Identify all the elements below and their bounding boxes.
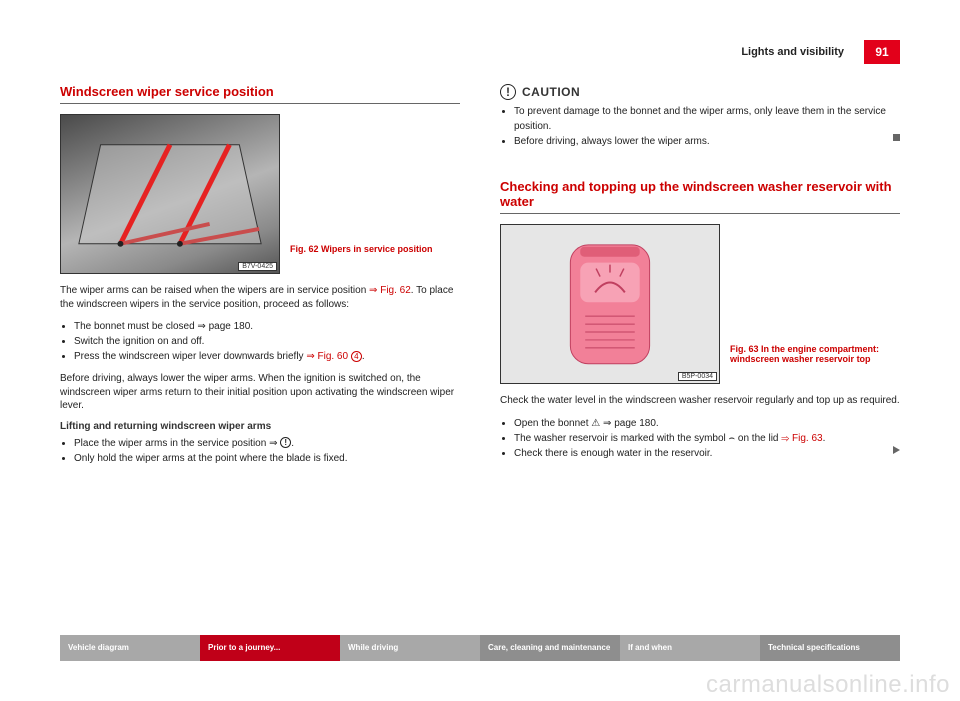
nav-tab-care-cleaning[interactable]: Care, cleaning and maintenance xyxy=(480,635,620,661)
caution-heading: ! CAUTION xyxy=(500,84,900,100)
step-bonnet-closed: The bonnet must be closed ⇒ page 180. xyxy=(74,319,460,334)
figure-63-tag: B5P-0034 xyxy=(678,372,717,381)
figure-62-tag: B7V-0425 xyxy=(238,262,277,271)
step-press-lever: Press the windscreen wiper lever downwar… xyxy=(74,349,460,364)
caution-item-2: Before driving, always lower the wiper a… xyxy=(514,134,900,149)
caution-list: To prevent damage to the bonnet and the … xyxy=(500,104,900,149)
step-ignition: Switch the ignition on and off. xyxy=(74,334,460,349)
step-open-bonnet: Open the bonnet ⚠ ⇒ page 180. xyxy=(514,416,900,431)
figure-62-row: B7V-0425 Fig. 62 Wipers in service posit… xyxy=(60,114,460,274)
manual-page: Lights and visibility 91 Windscreen wipe… xyxy=(0,0,960,701)
section-rule xyxy=(60,103,460,104)
content-columns: Windscreen wiper service position xyxy=(60,84,900,474)
nav-tab-while-driving[interactable]: While driving xyxy=(340,635,480,661)
lift-return-item-2: Only hold the wiper arms at the point wh… xyxy=(74,451,460,466)
chapter-title: Lights and visibility xyxy=(741,40,864,64)
spacer xyxy=(500,157,900,179)
wiper-steps-list: The bonnet must be closed ⇒ page 180. Sw… xyxy=(60,319,460,364)
figure-63-row: B5P-0034 Fig. 63 In the engine compartme… xyxy=(500,224,900,384)
lift-return-list: Place the wiper arms in the service posi… xyxy=(60,436,460,466)
right-column: ! CAUTION To prevent damage to the bonne… xyxy=(500,84,900,474)
wiper-service-intro: The wiper arms can be raised when the wi… xyxy=(60,284,460,311)
section-title-washer-reservoir: Checking and topping up the windscreen w… xyxy=(500,179,900,209)
figure-62-image: B7V-0425 xyxy=(60,114,280,274)
step-check-water: Check there is enough water in the reser… xyxy=(514,446,900,461)
subheading-lift-return: Lifting and returning windscreen wiper a… xyxy=(60,421,460,432)
section-rule xyxy=(500,213,900,214)
nav-tab-vehicle-diagram[interactable]: Vehicle diagram xyxy=(60,635,200,661)
wiper-diagram xyxy=(61,115,279,274)
reservoir-steps: Open the bonnet ⚠ ⇒ page 180. The washer… xyxy=(500,416,900,461)
footer-nav: Vehicle diagram Prior to a journey... Wh… xyxy=(60,635,900,661)
figure-63-image: B5P-0034 xyxy=(500,224,720,384)
page-number: 91 xyxy=(864,40,900,64)
left-column: Windscreen wiper service position xyxy=(60,84,460,474)
nav-tab-if-when[interactable]: If and when xyxy=(620,635,760,661)
figure-63-caption: Fig. 63 In the engine compartment: winds… xyxy=(730,344,900,384)
reservoir-intro: Check the water level in the windscreen … xyxy=(500,394,900,408)
end-mark-square xyxy=(893,134,900,141)
reservoir-diagram xyxy=(501,225,719,384)
figure-62-caption: Fig. 62 Wipers in service position xyxy=(290,244,460,274)
nav-tab-tech-specs[interactable]: Technical specifications xyxy=(760,635,900,661)
caution-item-1: To prevent damage to the bonnet and the … xyxy=(514,104,900,134)
section-title-wiper-service: Windscreen wiper service position xyxy=(60,84,460,99)
continue-mark-triangle xyxy=(893,446,900,454)
wiper-service-note: Before driving, always lower the wiper a… xyxy=(60,372,460,413)
lift-return-item-1: Place the wiper arms in the service posi… xyxy=(74,436,460,451)
watermark: carmanualsonline.info xyxy=(706,671,950,699)
nav-tab-prior-journey[interactable]: Prior to a journey... xyxy=(200,635,340,661)
caution-label: CAUTION xyxy=(522,85,580,99)
step-reservoir-symbol: The washer reservoir is marked with the … xyxy=(514,431,900,446)
page-header: Lights and visibility 91 xyxy=(60,40,900,64)
caution-icon: ! xyxy=(500,84,516,100)
